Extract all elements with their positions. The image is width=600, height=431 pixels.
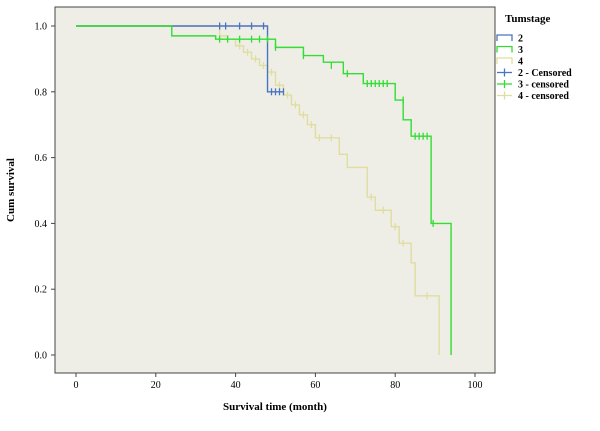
y-tick-label: 0.2 <box>35 285 48 296</box>
legend-entry-label: 2 <box>518 34 523 45</box>
legend-entry-label: 3 <box>518 45 523 56</box>
x-tick-label: 20 <box>151 380 161 391</box>
axes: 0 20 40 60 80 100 0.0 0.2 0.4 0.6 0.8 1.0 <box>35 22 483 392</box>
legend-swatch-line <box>496 34 513 41</box>
legend-entry-label: 4 - censored <box>518 91 569 102</box>
y-axis-title: Cum survival <box>5 158 17 222</box>
legend-swatch-line <box>496 57 513 64</box>
y-tick-label: 0.0 <box>35 351 48 362</box>
legend-swatch-line <box>496 45 513 53</box>
plot-background <box>54 6 496 374</box>
x-axis-title: Survival time (month) <box>223 401 327 413</box>
series-2-curve <box>76 25 440 355</box>
y-tick-label: 1.0 <box>35 22 48 33</box>
series-1-curve <box>76 25 452 355</box>
legend-entry-label: 2 - Censored <box>518 68 572 79</box>
series-layer <box>76 22 452 355</box>
legend-entry-label: 3 - censored <box>518 80 569 91</box>
y-tick-label: 0.8 <box>35 87 48 98</box>
x-tick-label: 60 <box>310 380 320 391</box>
x-tick-label: 80 <box>390 380 400 391</box>
x-tick-label: 0 <box>74 380 79 391</box>
x-tick-label: 100 <box>468 380 483 391</box>
y-tick-label: 0.6 <box>35 153 48 164</box>
y-tick-label: 0.4 <box>35 219 48 230</box>
x-tick-label: 40 <box>231 380 241 391</box>
legend-title: Tumstage <box>505 13 551 25</box>
legend-entry-label: 4 <box>518 57 523 68</box>
